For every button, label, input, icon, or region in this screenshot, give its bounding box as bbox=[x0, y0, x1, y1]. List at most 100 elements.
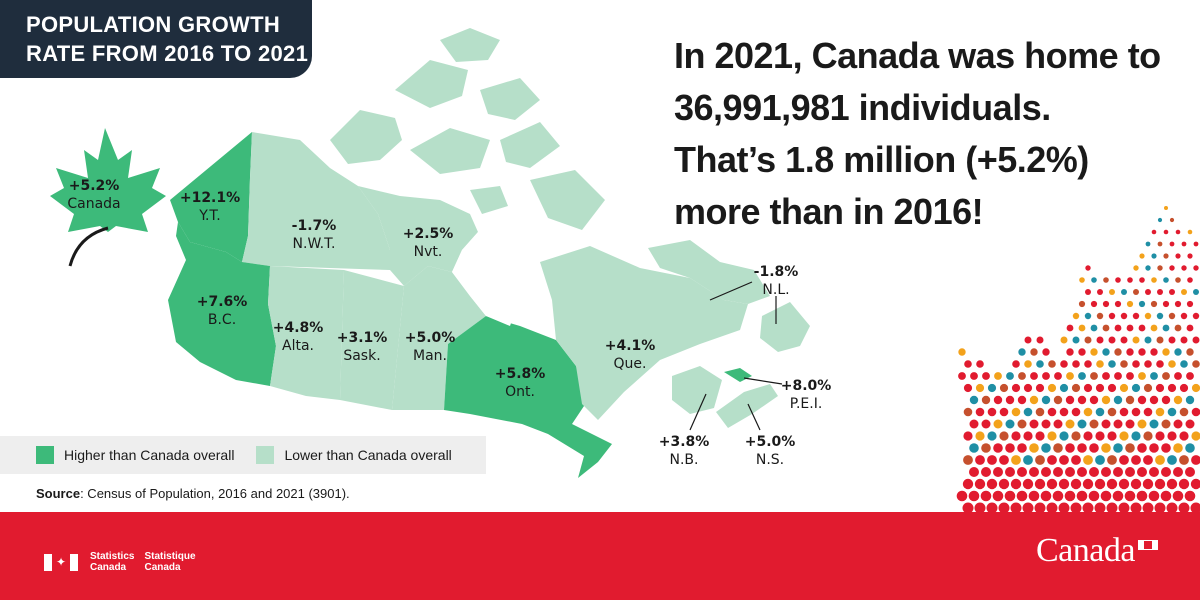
decorative-dot bbox=[1124, 490, 1136, 502]
decorative-dot bbox=[1108, 312, 1116, 320]
decorative-dot bbox=[1005, 467, 1015, 477]
decorative-dot bbox=[1150, 324, 1158, 332]
label-pei-name: P.E.I. bbox=[790, 396, 823, 412]
decorative-dot bbox=[1059, 383, 1069, 393]
decorative-dot bbox=[981, 443, 991, 453]
decorative-dot bbox=[1100, 490, 1112, 502]
decorative-dot bbox=[963, 407, 973, 417]
decorative-dot bbox=[1090, 372, 1098, 380]
decorative-dot bbox=[1097, 289, 1103, 295]
decorative-dot bbox=[1016, 490, 1028, 502]
label-nb: +3.8% N.B. bbox=[659, 434, 710, 468]
decorative-dot bbox=[986, 478, 998, 490]
label-nvt-name: Nvt. bbox=[414, 244, 443, 260]
label-nwt-name: N.W.T. bbox=[293, 236, 336, 252]
decorative-dot bbox=[968, 490, 980, 502]
decorative-dot bbox=[1118, 478, 1130, 490]
decorative-dot bbox=[1085, 289, 1091, 295]
decorative-dot bbox=[1157, 241, 1163, 247]
decorative-dot bbox=[1095, 407, 1105, 417]
decorative-dot bbox=[1185, 443, 1195, 453]
decorative-dot bbox=[1138, 372, 1146, 380]
decorative-dot bbox=[1053, 419, 1063, 429]
region-yt bbox=[170, 132, 252, 262]
decorative-dot bbox=[1119, 407, 1129, 417]
legend-swatch-higher bbox=[36, 446, 54, 464]
decorative-dot bbox=[1036, 360, 1044, 368]
decorative-dot bbox=[1077, 443, 1087, 453]
decorative-dot bbox=[1017, 419, 1027, 429]
decorative-dot bbox=[1114, 324, 1122, 332]
decorative-dot bbox=[1181, 265, 1187, 271]
decorative-dot bbox=[1184, 490, 1196, 502]
decorative-dot bbox=[1103, 277, 1109, 283]
decorative-dot bbox=[1078, 348, 1086, 356]
decorative-dot bbox=[1041, 395, 1051, 405]
decorative-dot bbox=[1142, 478, 1154, 490]
region-nl-island bbox=[760, 302, 810, 352]
decorative-dot bbox=[1164, 206, 1168, 210]
decorative-dot bbox=[1139, 277, 1145, 283]
decorative-dot bbox=[1090, 348, 1098, 356]
decorative-dot bbox=[1077, 467, 1087, 477]
decorative-dot bbox=[1186, 300, 1194, 308]
decorative-dot bbox=[1078, 300, 1086, 308]
decorative-dot bbox=[1148, 490, 1160, 502]
decorative-dot bbox=[1048, 360, 1056, 368]
region-ont bbox=[444, 316, 612, 478]
region-man bbox=[392, 266, 486, 410]
decorative-dot bbox=[999, 455, 1009, 465]
decorative-dot bbox=[1058, 502, 1070, 512]
decorative-dot bbox=[1144, 336, 1152, 344]
decorative-dot bbox=[975, 455, 985, 465]
decorative-dot bbox=[963, 455, 973, 465]
decorative-dot bbox=[1113, 419, 1123, 429]
decorative-dot bbox=[1046, 502, 1058, 512]
decorative-dot bbox=[1053, 395, 1063, 405]
decorative-dot bbox=[1112, 490, 1124, 502]
decorative-dot bbox=[1107, 455, 1117, 465]
decorative-dot bbox=[1173, 467, 1183, 477]
decorative-dot bbox=[1084, 312, 1092, 320]
decorative-dot bbox=[1157, 289, 1163, 295]
label-bc-name: B.C. bbox=[208, 312, 236, 328]
decorative-dot bbox=[1131, 455, 1141, 465]
headline-line-4: more than in 2016! bbox=[674, 191, 984, 232]
decorative-dot bbox=[1101, 419, 1111, 429]
decorative-dot bbox=[1132, 360, 1140, 368]
decorative-dot bbox=[1119, 455, 1129, 465]
decorative-dot bbox=[1149, 419, 1159, 429]
decorative-dot bbox=[1144, 312, 1152, 320]
decorative-dot bbox=[958, 372, 966, 380]
decorative-dot bbox=[1180, 360, 1188, 368]
decorative-dot bbox=[1167, 431, 1177, 441]
decorative-dot bbox=[1065, 467, 1075, 477]
decorative-dot bbox=[1121, 289, 1127, 295]
decorative-dot bbox=[956, 490, 968, 502]
decorative-dot bbox=[1082, 502, 1094, 512]
decorative-dot bbox=[986, 502, 998, 512]
decorative-dot bbox=[1190, 502, 1200, 512]
decorative-dot bbox=[1041, 419, 1051, 429]
decorative-dot bbox=[1095, 455, 1105, 465]
decorative-dot bbox=[1024, 360, 1032, 368]
leader-nb bbox=[689, 393, 707, 431]
decorative-dot bbox=[1161, 419, 1171, 429]
decorative-dot bbox=[987, 455, 997, 465]
decorative-dot bbox=[1047, 455, 1057, 465]
decorative-dot bbox=[1150, 300, 1158, 308]
decorative-dot bbox=[1191, 383, 1200, 393]
decorative-dot bbox=[1018, 348, 1026, 356]
decorative-dot bbox=[1155, 431, 1165, 441]
label-que-name: Que. bbox=[614, 356, 647, 372]
decorative-dot bbox=[1180, 312, 1188, 320]
decorative-dot bbox=[1035, 383, 1045, 393]
decorative-dot bbox=[1024, 336, 1032, 344]
decorative-dot bbox=[1089, 467, 1099, 477]
decorative-dot bbox=[1034, 478, 1046, 490]
decorative-dot bbox=[1125, 395, 1135, 405]
label-nl: -1.8% N.L. bbox=[754, 264, 799, 298]
decorative-dot bbox=[1022, 478, 1034, 490]
label-nl-name: N.L. bbox=[762, 282, 789, 298]
decorative-dot bbox=[1157, 265, 1163, 271]
